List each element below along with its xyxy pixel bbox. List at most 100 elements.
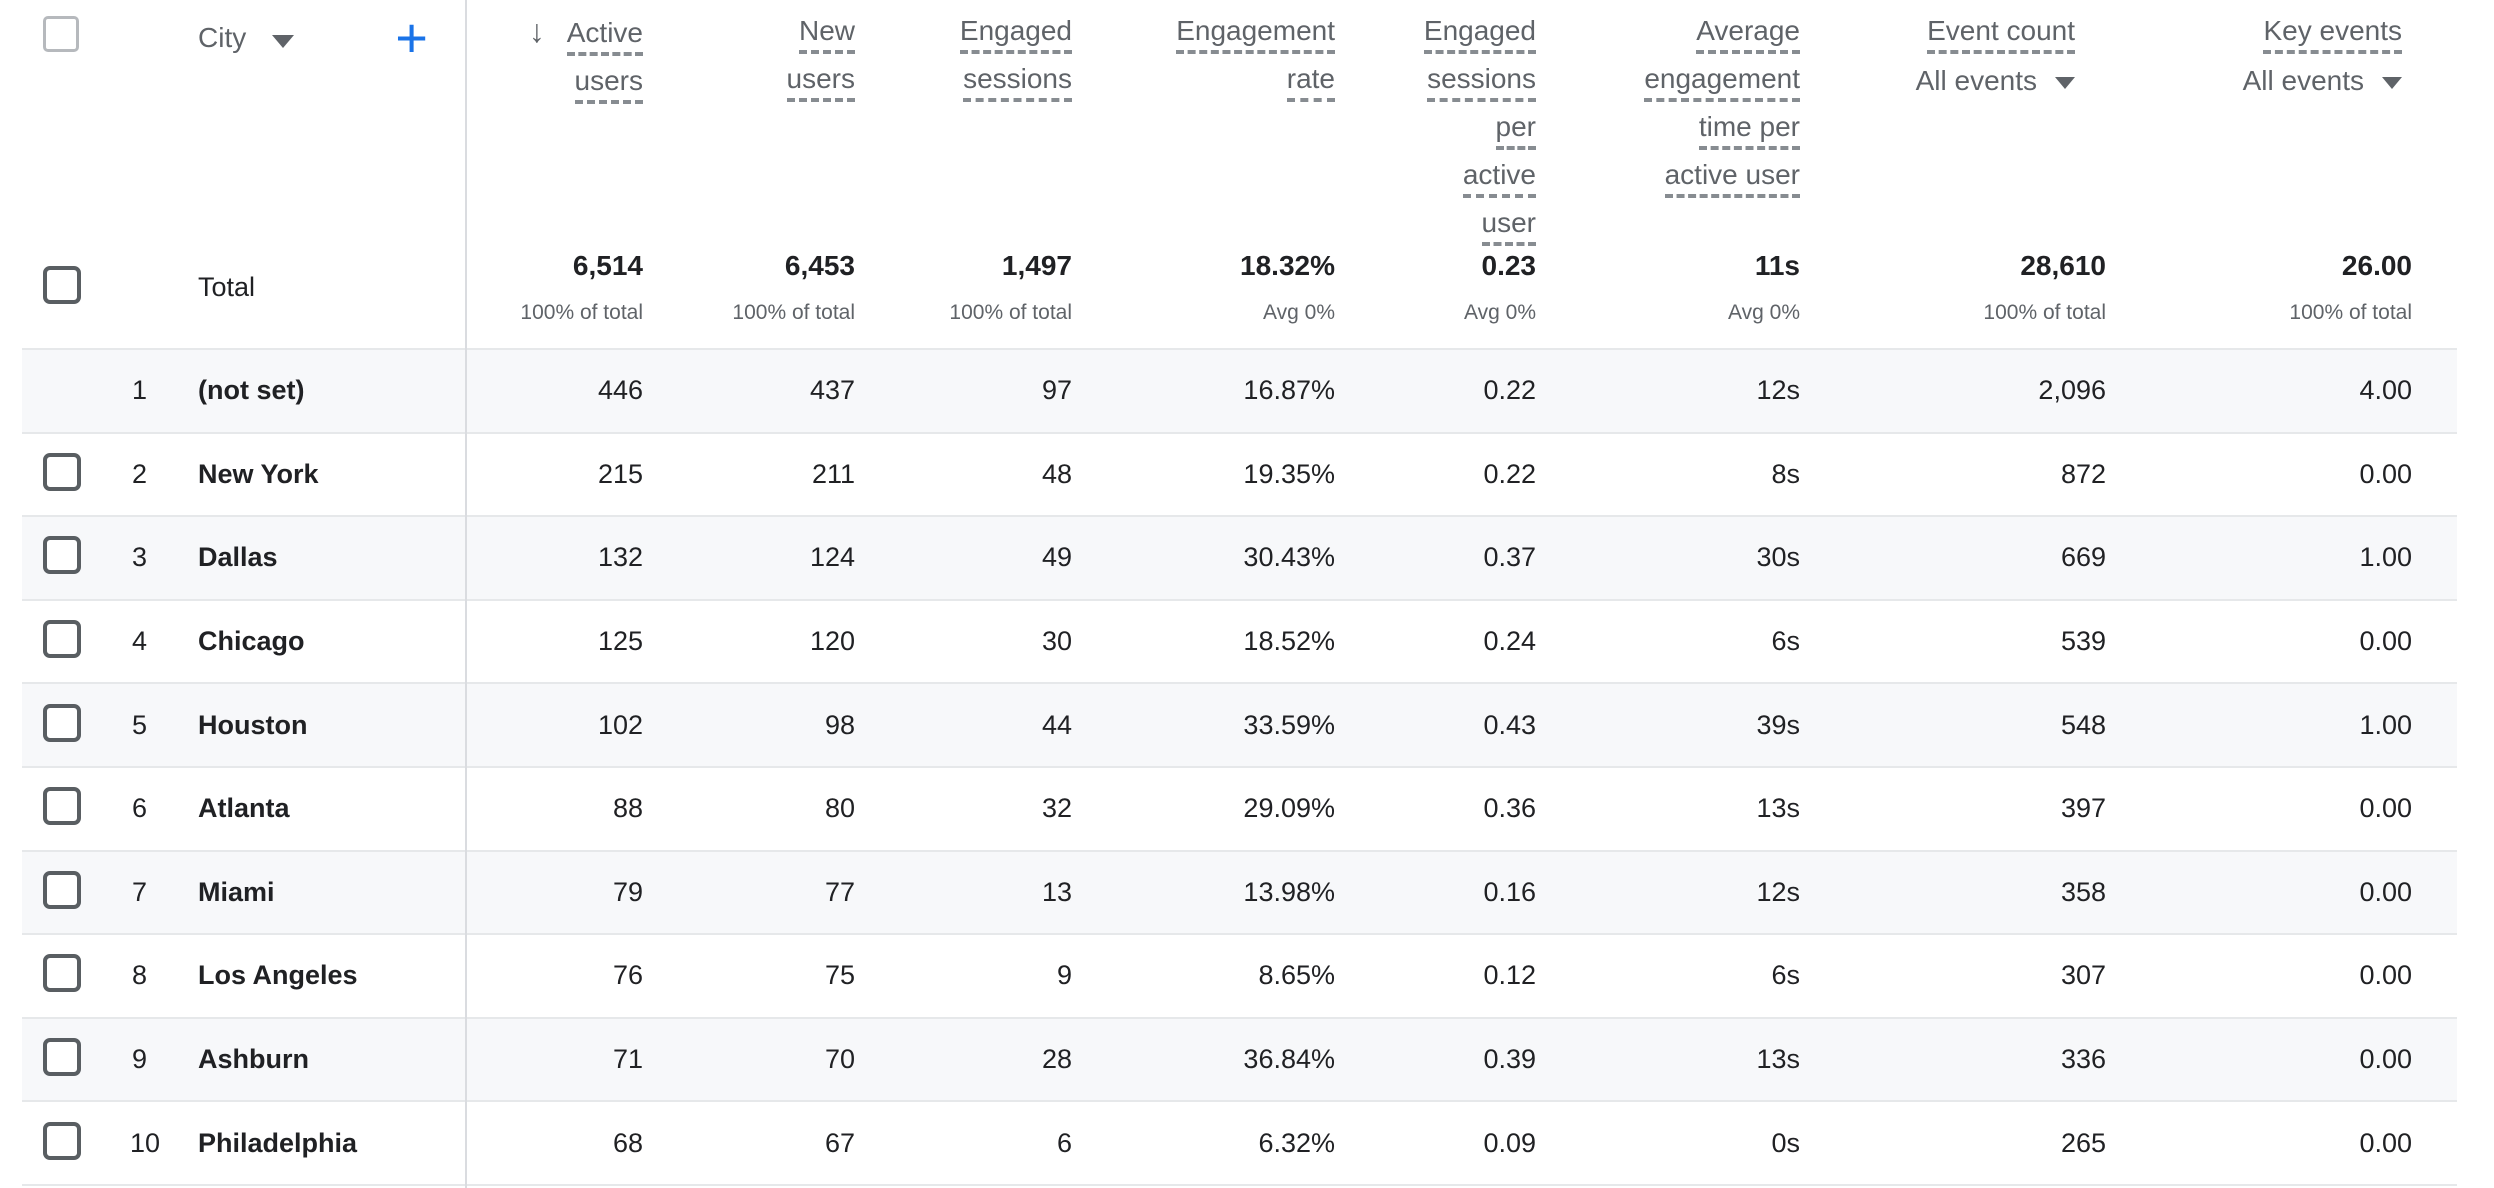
- metric-value: 32: [1041, 793, 1072, 824]
- metric-value: 446: [597, 375, 643, 406]
- event-filter-dropdown[interactable]: All events: [2130, 64, 2402, 98]
- metric-value: 0.09: [1483, 1127, 1536, 1158]
- metric-value: 1.00: [2359, 542, 2412, 573]
- column-header-engaged-sessions[interactable]: Engaged sessions: [879, 0, 1096, 110]
- metric-value: 16.87%: [1243, 375, 1335, 406]
- total-row: Total 6,514 100% of total 6,453 100% of tot…: [22, 226, 2457, 350]
- metric-value: 120: [809, 626, 855, 657]
- metric-value: 0.00: [2359, 458, 2412, 489]
- row-index: 3: [131, 542, 147, 573]
- row-checkbox[interactable]: [43, 954, 81, 993]
- metric-value: 13s: [1756, 1044, 1800, 1075]
- chevron-down-icon: [2055, 77, 2075, 89]
- sort-descending-icon: ↓: [528, 13, 545, 49]
- row-checkbox-cell: [22, 620, 130, 663]
- metric-value: 125: [597, 626, 643, 657]
- header-line: Event count: [1824, 14, 2075, 62]
- column-header-engaged-sessions-per-active-user[interactable]: Engaged sessions per active user: [1359, 0, 1560, 254]
- metric-value: 548: [2060, 709, 2106, 740]
- metric-value: 70: [824, 1044, 855, 1075]
- column-header-event-count[interactable]: Event count All events: [1824, 0, 2130, 98]
- row-checkbox-cell: [22, 870, 130, 914]
- row-checkbox[interactable]: [43, 703, 81, 742]
- row-index: 1: [131, 375, 147, 406]
- metric-value: 9: [1056, 960, 1072, 991]
- metric-value: 0s: [1771, 1127, 1800, 1158]
- metric-value: 0.00: [2359, 876, 2412, 907]
- header-label: Active: [566, 17, 643, 56]
- metric-value: 0.12: [1483, 960, 1536, 991]
- table-row: 8 Los Angeles 76 75 9 8.65% 0.12 6s 307 0.00: [22, 935, 2457, 1019]
- header-label: users: [786, 63, 855, 102]
- row-checkbox[interactable]: [43, 1121, 81, 1160]
- metric-value: 0.16: [1483, 876, 1536, 907]
- header-line: users: [667, 62, 855, 110]
- dimension-value: Los Angeles: [198, 960, 358, 991]
- row-checkbox-cell: [22, 1038, 130, 1081]
- header-line: per: [1359, 110, 1536, 158]
- header-line: time per: [1560, 110, 1800, 158]
- metric-value: 0.24: [1483, 626, 1536, 657]
- row-checkbox[interactable]: [43, 1038, 81, 1077]
- dimension-selector[interactable]: City: [198, 22, 247, 53]
- event-filter-dropdown[interactable]: All events: [1824, 64, 2075, 98]
- table-row: 4 Chicago 125 120 30 18.52% 0.24 6s 539 0.00: [22, 600, 2457, 685]
- column-header-active-users[interactable]: ↓ Active users: [466, 0, 667, 112]
- row-checkbox[interactable]: [43, 620, 81, 659]
- total-subtext: 100% of total: [949, 300, 1072, 324]
- row-index: 5: [131, 709, 147, 740]
- header-label: Key events: [2263, 15, 2402, 54]
- metric-value: 44: [1041, 709, 1072, 740]
- metric-value: 1.00: [2359, 709, 2412, 740]
- total-metric-cell: 1,497 100% of total: [879, 250, 1096, 325]
- metric-value: 13s: [1756, 793, 1800, 824]
- metric-value: 211: [811, 458, 855, 489]
- dimension-value: Philadelphia: [198, 1127, 358, 1158]
- header-line: active user: [1560, 158, 1800, 206]
- dimension-value: Dallas: [198, 542, 278, 573]
- row-checkbox[interactable]: [43, 787, 81, 826]
- total-metric-cell: 28,610 100% of total: [1824, 250, 2130, 325]
- metric-value: 307: [2060, 960, 2106, 991]
- select-all-cell: [22, 0, 130, 57]
- metric-value: 265: [2060, 1127, 2106, 1158]
- metric-value: 6s: [1771, 626, 1800, 657]
- metric-value: 215: [597, 458, 643, 489]
- metric-value: 6: [1056, 1127, 1072, 1158]
- total-row-checkbox[interactable]: [43, 265, 81, 304]
- metric-value: 67: [824, 1127, 855, 1158]
- total-value: 1,497: [1001, 249, 1072, 281]
- metric-value: 4.00: [2359, 375, 2412, 406]
- total-subtext: 100% of total: [2289, 300, 2412, 324]
- column-header-average-engagement-time-per-active-user[interactable]: Average engagement time per active user: [1560, 0, 1824, 206]
- column-header-new-users[interactable]: New users: [667, 0, 879, 110]
- chevron-down-icon[interactable]: [272, 34, 295, 48]
- column-header-key-events[interactable]: Key events All events: [2130, 0, 2457, 98]
- total-subtext: 100% of total: [1983, 300, 2106, 324]
- metric-value: 0.37: [1483, 542, 1536, 573]
- report-table: City + ↓ Active users New users Engaged sessio…: [22, 0, 2457, 1186]
- header-line: ↓ Active: [466, 14, 643, 64]
- header-label: Engaged: [959, 15, 1072, 54]
- select-all-checkbox[interactable]: [43, 16, 79, 52]
- row-checkbox[interactable]: [43, 536, 81, 575]
- metric-value: 0.00: [2359, 626, 2412, 657]
- row-index: 7: [131, 876, 147, 907]
- dimension-value: (not set): [198, 375, 305, 406]
- add-dimension-button[interactable]: +: [395, 6, 428, 69]
- row-checkbox[interactable]: [43, 452, 81, 491]
- header-label: Engagement: [1176, 15, 1335, 54]
- total-subtext: 100% of total: [520, 300, 643, 324]
- row-checkbox[interactable]: [43, 870, 81, 909]
- metric-value: 18.52%: [1243, 626, 1335, 657]
- total-subtext: Avg 0%: [1728, 300, 1800, 324]
- row-index: 6: [131, 793, 147, 824]
- metric-value: 539: [2060, 626, 2106, 657]
- total-subtext: 100% of total: [732, 300, 855, 324]
- column-header-engagement-rate[interactable]: Engagement rate: [1096, 0, 1359, 110]
- column-divider: [465, 0, 467, 1188]
- metric-value: 437: [809, 375, 855, 406]
- metric-value: 336: [2060, 1044, 2106, 1075]
- metric-value: 102: [597, 709, 643, 740]
- header-label: engagement: [1644, 63, 1800, 102]
